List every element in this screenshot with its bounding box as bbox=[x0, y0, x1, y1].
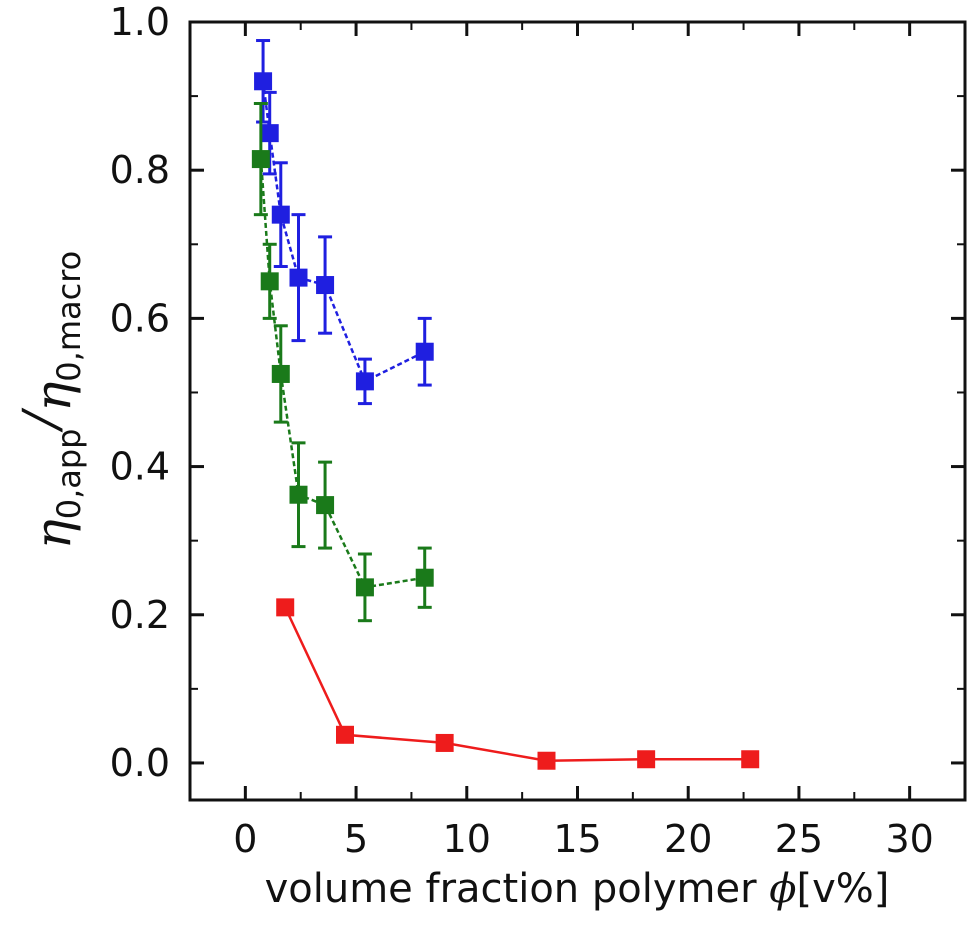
data-point-blue bbox=[316, 276, 335, 295]
series-blue bbox=[254, 39, 434, 406]
series-green bbox=[251, 102, 434, 623]
data-point-red bbox=[276, 598, 295, 617]
y-tick-label: 1.0 bbox=[110, 0, 170, 44]
y-tick-label: 0.8 bbox=[110, 148, 170, 192]
data-point-green bbox=[289, 485, 308, 504]
y-tick-label: 0.6 bbox=[110, 296, 170, 340]
y-axis-title: η0,app/η0,macro bbox=[12, 251, 88, 550]
x-tick-label: 10 bbox=[443, 817, 491, 861]
y-tick-label: 0.2 bbox=[110, 593, 170, 637]
data-point-red bbox=[435, 733, 454, 752]
data-point-green bbox=[355, 578, 374, 597]
series-layer bbox=[251, 39, 760, 770]
y-tick-label: 0.0 bbox=[110, 741, 170, 785]
x-tick-label: 15 bbox=[553, 817, 601, 861]
data-point-green bbox=[415, 568, 434, 587]
y-axis-title-denominator-sub: 0,macro bbox=[50, 251, 88, 382]
data-point-green bbox=[316, 496, 335, 515]
series-red bbox=[276, 598, 760, 770]
data-point-blue bbox=[415, 342, 434, 361]
x-tick-label: 0 bbox=[233, 817, 257, 861]
y-axis-title-denominator: η bbox=[24, 382, 82, 412]
data-point-blue bbox=[254, 72, 273, 91]
data-point-blue bbox=[289, 268, 308, 287]
y-axis-title-numerator: η bbox=[24, 519, 82, 549]
y-tick-label: 0.4 bbox=[110, 445, 170, 489]
data-point-blue bbox=[260, 124, 279, 143]
data-point-blue bbox=[355, 372, 374, 391]
x-tick-label: 20 bbox=[664, 817, 712, 861]
y-axis-title-numerator-sub: 0,app bbox=[50, 429, 88, 520]
data-point-green bbox=[260, 272, 279, 291]
data-point-red bbox=[741, 750, 760, 769]
y-axis-title-separator: / bbox=[12, 408, 70, 433]
data-point-red bbox=[637, 750, 656, 769]
x-tick-label: 30 bbox=[885, 817, 933, 861]
x-axis-title: volume fraction polymer ϕ[v%] bbox=[265, 866, 890, 912]
x-axis-title-symbol: ϕ bbox=[769, 866, 796, 912]
series-line-blue bbox=[261, 81, 426, 384]
data-point-green bbox=[271, 364, 290, 383]
data-point-red bbox=[336, 725, 354, 744]
plot-frame bbox=[188, 20, 967, 802]
data-point-green bbox=[251, 150, 270, 169]
x-axis-title-text: volume fraction polymer bbox=[265, 866, 757, 912]
x-tick-label: 5 bbox=[344, 817, 368, 861]
x-tick-label: 25 bbox=[775, 817, 823, 861]
x-axis-title-unit: [v%] bbox=[797, 866, 890, 912]
data-point-red bbox=[537, 751, 556, 770]
svg-text:η0,app/η0,macro: η0,app/η0,macro bbox=[12, 251, 88, 550]
data-point-blue bbox=[271, 205, 290, 224]
axes-layer: 0.0 0.2 0.4 0.6 0.8 1.0 0 5 10 15 20 25 30 bbox=[110, 0, 965, 861]
series-line-red bbox=[284, 606, 751, 762]
